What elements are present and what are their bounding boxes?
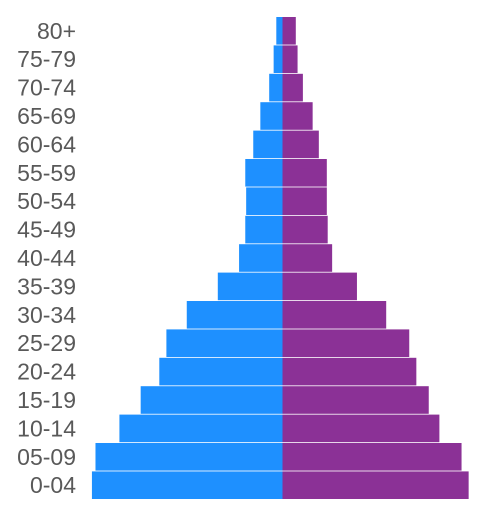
bar-left-50-54 [246,187,283,215]
age-label-25-29: 25-29 [17,330,76,356]
age-label-10-14: 10-14 [17,415,76,441]
bar-right-0-04 [282,471,469,499]
age-label-80+: 80+ [37,18,76,44]
age-label-70-74: 70-74 [17,75,76,101]
bar-right-25-29 [282,329,410,357]
bar-left-0-04 [91,471,283,499]
bar-left-40-44 [239,244,283,272]
bar-left-80+ [276,17,283,45]
age-label-15-19: 15-19 [17,387,76,413]
age-label-40-44: 40-44 [17,245,76,271]
bar-right-10-14 [282,414,440,443]
bar-left-35-39 [217,272,283,301]
bar-right-55-59 [282,159,327,187]
bar-left-45-49 [245,215,283,244]
bar-left-20-24 [159,357,283,386]
bar-right-45-49 [282,215,328,244]
age-label-50-54: 50-54 [17,188,76,214]
age-label-30-34: 30-34 [17,302,76,328]
bar-right-05-09 [282,443,462,471]
age-label-45-49: 45-49 [17,217,76,243]
bar-right-20-24 [282,357,417,386]
bar-right-65-69 [282,102,313,130]
bar-left-30-34 [186,301,283,329]
bar-right-40-44 [282,244,333,272]
age-label-65-69: 65-69 [17,103,76,129]
bar-left-65-69 [260,102,283,130]
bars-group [91,17,469,499]
age-label-60-64: 60-64 [17,131,76,157]
bar-left-60-64 [253,130,283,159]
bar-left-75-79 [273,45,283,73]
bar-right-80+ [282,17,296,45]
age-label-05-09: 05-09 [17,444,76,470]
bar-left-25-29 [166,329,283,357]
age-label-20-24: 20-24 [17,359,76,385]
age-label-35-39: 35-39 [17,273,76,299]
bar-left-70-74 [269,73,283,102]
age-label-55-59: 55-59 [17,160,76,186]
bar-left-10-14 [119,414,283,443]
bar-right-30-34 [282,301,387,329]
bar-right-15-19 [282,386,429,414]
age-label-75-79: 75-79 [17,46,76,72]
bar-left-05-09 [95,443,283,471]
bar-right-70-74 [282,73,303,102]
bar-right-35-39 [282,272,357,301]
bar-right-50-54 [282,187,327,215]
bar-right-75-79 [282,45,298,73]
age-label-0-04: 0-04 [30,472,76,498]
bar-left-15-19 [140,386,283,414]
bar-left-55-59 [245,159,283,187]
bar-right-60-64 [282,130,319,159]
